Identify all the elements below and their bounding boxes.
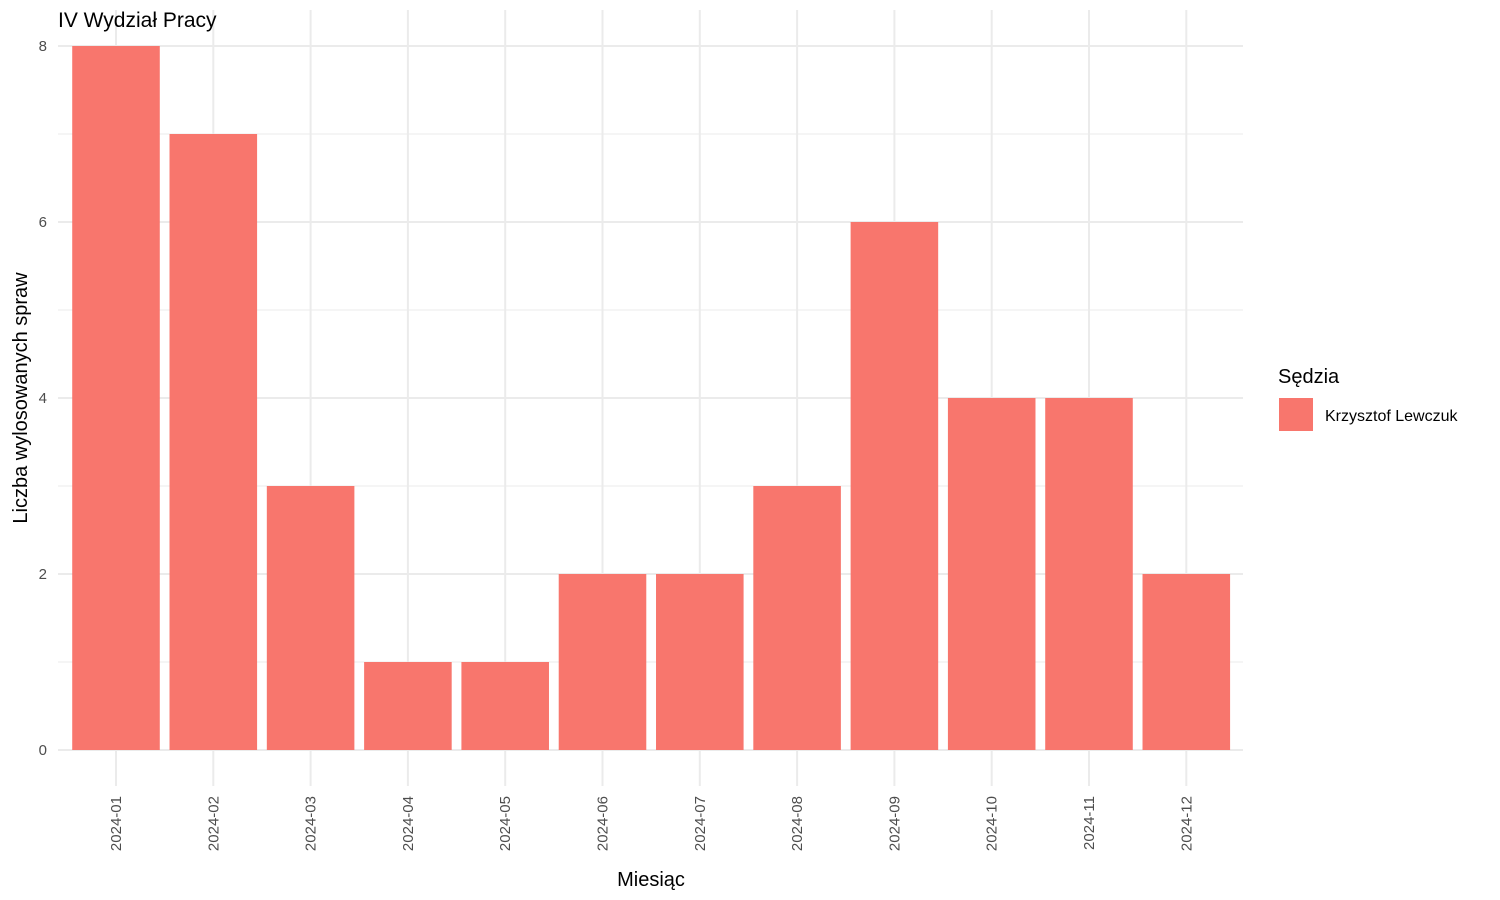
x-tick-label: 2024-03 (303, 796, 320, 851)
bars (72, 46, 1231, 750)
bar (656, 574, 744, 750)
bar (72, 46, 160, 750)
y-tick-labels: 0 2 4 6 8 (39, 38, 47, 759)
legend: Sędzia Krzysztof Lewczuk (1278, 366, 1458, 431)
bar (266, 486, 355, 750)
x-tick-labels: 2024-01 2024-02 2024-03 2024-04 2024-05 2024-… (108, 796, 1195, 851)
y-tick-label: 4 (39, 390, 47, 407)
bar (169, 134, 258, 750)
y-tick-label: 6 (39, 214, 47, 231)
bar (850, 222, 939, 750)
x-tick-label: 2024-07 (692, 796, 709, 851)
x-tick-label: 2024-08 (789, 796, 806, 851)
bar (947, 398, 1036, 750)
x-tick-label: 2024-04 (400, 796, 417, 851)
bar (1142, 574, 1231, 750)
x-tick-label: 2024-09 (886, 796, 903, 851)
y-tick-label: 0 (39, 742, 47, 759)
x-tick-label: 2024-06 (595, 796, 612, 851)
x-tick-label: 2024-11 (1081, 796, 1098, 850)
legend-label: Krzysztof Lewczuk (1325, 408, 1458, 425)
bar (753, 486, 841, 750)
x-tick-label: 2024-12 (1178, 796, 1195, 851)
bar (364, 662, 452, 750)
x-axis-title: Miesiąc (617, 869, 685, 891)
legend-key (1279, 398, 1313, 431)
y-tick-label: 2 (39, 566, 47, 583)
x-tick-label: 2024-05 (497, 796, 514, 851)
y-tick-label: 8 (39, 38, 47, 55)
x-tick-label: 2024-01 (108, 796, 125, 851)
bar (1045, 398, 1133, 750)
legend-title: Sędzia (1278, 366, 1340, 388)
y-axis-title: Liczba wylosowanych spraw (10, 272, 32, 524)
chart-title: IV Wydział Pracy (58, 9, 217, 32)
x-tick-label: 2024-02 (205, 796, 222, 851)
bar (461, 662, 549, 750)
x-tick-label: 2024-10 (984, 796, 1001, 851)
bar (558, 574, 647, 750)
